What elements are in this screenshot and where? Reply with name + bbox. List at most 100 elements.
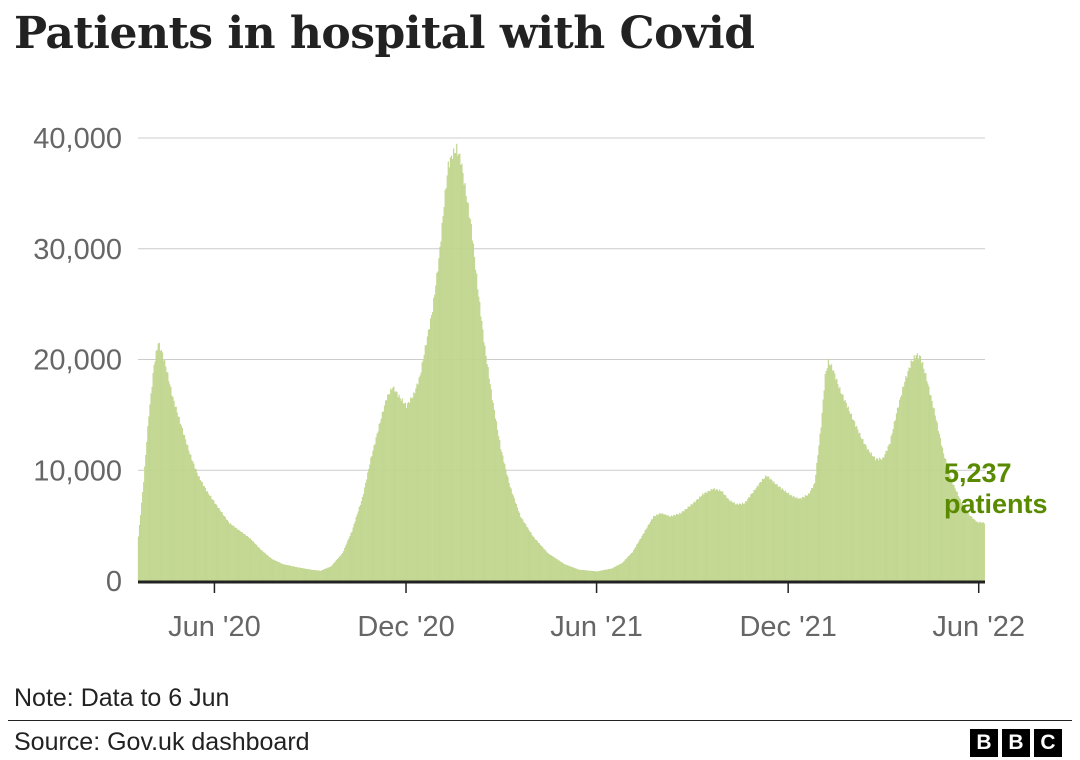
bar — [967, 513, 969, 582]
bar — [500, 449, 502, 582]
bar — [507, 476, 509, 582]
bar — [537, 542, 539, 582]
bar — [370, 457, 372, 582]
bar — [487, 367, 489, 582]
bar — [741, 502, 744, 582]
bar — [517, 511, 520, 582]
bar — [559, 561, 561, 582]
bar — [830, 364, 833, 582]
bar — [843, 401, 845, 582]
footer-divider — [8, 720, 1072, 721]
bar — [269, 557, 271, 582]
bar — [432, 312, 434, 582]
bar — [369, 464, 371, 582]
bar — [923, 368, 925, 582]
bar — [166, 372, 168, 582]
bar — [916, 353, 918, 582]
bar — [694, 502, 697, 582]
bar — [221, 512, 223, 582]
bar — [656, 514, 658, 582]
bar — [526, 527, 528, 582]
bar — [382, 411, 385, 582]
bar — [842, 394, 844, 582]
bar — [172, 397, 174, 582]
bar — [441, 222, 443, 582]
bar — [801, 497, 803, 582]
bar — [298, 567, 300, 582]
bar — [177, 416, 179, 582]
bar — [893, 421, 895, 582]
bar — [648, 524, 650, 582]
bar — [977, 522, 979, 582]
bar — [307, 569, 309, 582]
bar — [769, 479, 771, 582]
bar — [673, 514, 676, 582]
bar — [691, 504, 693, 582]
bar — [355, 517, 357, 582]
bar — [483, 342, 485, 582]
bar — [458, 154, 460, 582]
bar — [681, 512, 683, 582]
bar — [232, 525, 234, 582]
y-tick-label: 20,000 — [33, 345, 122, 377]
bar — [931, 401, 933, 582]
bar — [224, 517, 226, 582]
bar — [502, 455, 504, 582]
bar — [332, 563, 334, 582]
bar — [468, 217, 470, 582]
bar — [371, 456, 373, 582]
bar — [491, 400, 493, 582]
bar — [711, 490, 713, 582]
bar — [360, 501, 363, 582]
bar — [778, 486, 780, 582]
bar — [857, 429, 859, 582]
bar — [512, 495, 514, 582]
bar — [202, 485, 204, 582]
bar — [612, 568, 614, 582]
bar — [570, 566, 572, 582]
bar — [601, 570, 603, 582]
bar — [688, 506, 690, 582]
bar — [700, 496, 702, 582]
bar — [485, 355, 487, 582]
bar — [760, 482, 762, 582]
bar — [869, 453, 871, 582]
bar — [366, 479, 368, 582]
bar — [464, 183, 466, 582]
bar — [429, 318, 432, 582]
bar — [751, 493, 753, 582]
bar — [347, 540, 349, 582]
bar — [138, 525, 141, 582]
bar — [466, 202, 468, 582]
bar — [462, 173, 464, 582]
bar — [383, 405, 386, 582]
bar — [245, 536, 247, 582]
bar — [798, 498, 800, 582]
bar — [677, 514, 679, 582]
bar — [540, 546, 543, 582]
bar — [968, 513, 970, 582]
bar — [198, 476, 200, 582]
bar — [737, 505, 739, 582]
bar — [698, 499, 700, 582]
bar — [494, 418, 497, 582]
bar — [160, 350, 163, 582]
bar — [214, 503, 216, 582]
bar — [603, 570, 605, 582]
bar — [881, 459, 883, 582]
bar — [470, 224, 472, 582]
gridlines — [138, 137, 985, 471]
bar — [455, 152, 457, 582]
bar — [539, 545, 542, 582]
bar — [333, 562, 335, 582]
bar — [561, 562, 564, 582]
bar — [228, 523, 231, 582]
bar — [689, 506, 691, 582]
bar — [155, 351, 157, 582]
bar — [276, 561, 278, 582]
bar — [971, 516, 973, 582]
bar — [384, 400, 387, 582]
bar — [509, 487, 511, 582]
bar — [249, 538, 252, 582]
bar — [837, 384, 839, 582]
